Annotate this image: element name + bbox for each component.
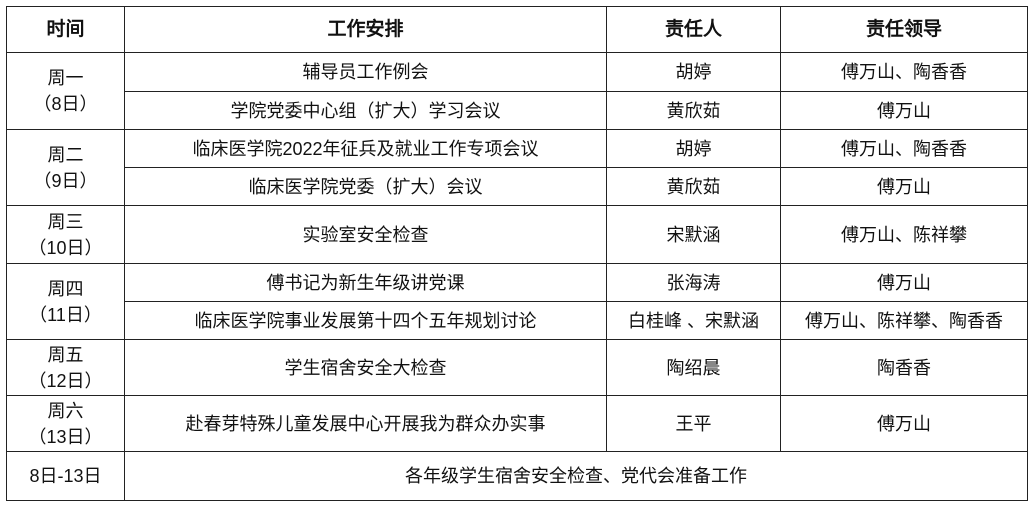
day-cell: 周二 （9日） xyxy=(6,129,125,206)
person-cell: 黄欣茹 xyxy=(606,167,781,206)
leader-cell: 傅万山 xyxy=(780,167,1028,206)
day-label: 周一 xyxy=(47,68,84,88)
day-cell: 周三 （10日） xyxy=(6,205,125,264)
table-row: 临床医学院党委（扩大）会议 黄欣茹 傅万山 xyxy=(7,167,1028,206)
table-row: 周四 （11日） 傅书记为新生年级讲党课 张海涛 傅万山 xyxy=(6,263,1028,340)
leader-cell: 傅万山、陈祥攀、陶香香 xyxy=(780,301,1028,340)
table-row: 学院党委中心组（扩大）学习会议 黄欣茹 傅万山 xyxy=(7,91,1028,130)
leader-cell: 傅万山、陶香香 xyxy=(780,52,1028,92)
leader-cell: 傅万山 xyxy=(780,263,1028,302)
day-cell: 周六 （13日） xyxy=(6,395,125,452)
person-cell: 陶绍晨 xyxy=(606,339,781,396)
person-cell: 白桂峰 、宋默涵 xyxy=(606,301,781,340)
day-label: 周三 xyxy=(47,211,84,232)
header-time: 时间 xyxy=(6,6,125,53)
header-person: 责任人 xyxy=(606,6,781,53)
date-label: （12日） xyxy=(28,370,103,391)
leader-cell: 傅万山、陶香香 xyxy=(780,129,1028,168)
person-cell: 黄欣茹 xyxy=(606,91,781,130)
table-row: 临床医学院事业发展第十四个五年规划讨论 白桂峰 、宋默涵 傅万山、陈祥攀、陶香香 xyxy=(7,301,1028,340)
summary-range: 8日-13日 xyxy=(6,451,125,501)
day-label: 周四 xyxy=(47,278,84,299)
day-cell: 周四 （11日） xyxy=(6,263,125,340)
leader-cell: 傅万山 xyxy=(780,91,1028,130)
date-label: （8日） xyxy=(33,94,98,114)
summary-row: 8日-13日 各年级学生宿舍安全检查、党代会准备工作 xyxy=(6,451,1028,501)
day-label: 周二 xyxy=(47,144,84,165)
person-cell: 宋默涵 xyxy=(606,205,781,264)
task-cell: 赴春芽特殊儿童发展中心开展我为群众办实事 xyxy=(124,395,607,452)
task-cell: 辅导员工作例会 xyxy=(124,52,607,92)
task-cell: 学院党委中心组（扩大）学习会议 xyxy=(124,91,607,130)
task-cell: 学生宿舍安全大检查 xyxy=(124,339,607,396)
day-label: 周五 xyxy=(47,344,84,365)
summary-task: 各年级学生宿舍安全检查、党代会准备工作 xyxy=(124,451,1028,501)
header-task: 工作安排 xyxy=(124,6,607,53)
leader-cell: 陶香香 xyxy=(780,339,1028,396)
date-label: （9日） xyxy=(33,170,98,191)
table-body: 周一 （8日） 辅导员工作例会 胡婷 傅万山、陶香香 学院党委中心组（扩大）学习会议 黄欣茹… xyxy=(6,52,1028,452)
day-cell: 周一 （8日） xyxy=(6,52,125,130)
person-cell: 张海涛 xyxy=(606,263,781,302)
task-cell: 实验室安全检查 xyxy=(124,205,607,264)
header-row: 时间 工作安排 责任人 责任领导 xyxy=(6,6,1028,53)
date-label: （10日） xyxy=(28,237,103,258)
day-cell: 周五 （12日） xyxy=(6,339,125,396)
table-row: 周五 （12日） 学生宿舍安全大检查 陶绍晨 陶香香 xyxy=(6,339,1028,396)
person-cell: 胡婷 xyxy=(606,52,781,92)
task-cell: 临床医学院党委（扩大）会议 xyxy=(124,167,607,206)
leader-cell: 傅万山、陈祥攀 xyxy=(780,205,1028,264)
date-label: （11日） xyxy=(29,304,102,325)
header-leader: 责任领导 xyxy=(780,6,1028,53)
table-row: 周六 （13日） 赴春芽特殊儿童发展中心开展我为群众办实事 王平 傅万山 xyxy=(6,395,1028,452)
table-row: 周二 （9日） 临床医学院2022年征兵及就业工作专项会议 胡婷 傅万山、陶香香 xyxy=(6,129,1028,206)
task-cell: 临床医学院2022年征兵及就业工作专项会议 xyxy=(124,129,607,168)
table-row: 周一 （8日） 辅导员工作例会 胡婷 傅万山、陶香香 xyxy=(6,52,1028,130)
day-label: 周六 xyxy=(47,400,84,421)
task-cell: 临床医学院事业发展第十四个五年规划讨论 xyxy=(124,301,607,340)
person-cell: 王平 xyxy=(606,395,781,452)
date-label: （13日） xyxy=(28,426,103,447)
person-cell: 胡婷 xyxy=(606,129,781,168)
task-cell: 傅书记为新生年级讲党课 xyxy=(124,263,607,302)
schedule-table: 时间 工作安排 责任人 责任领导 周一 （8日） 辅导员工作例会 胡婷 傅万山、陶香香学… xyxy=(6,6,1028,501)
leader-cell: 傅万山 xyxy=(780,395,1028,452)
table-row: 周三 （10日） 实验室安全检查 宋默涵 傅万山、陈祥攀 xyxy=(6,205,1028,264)
